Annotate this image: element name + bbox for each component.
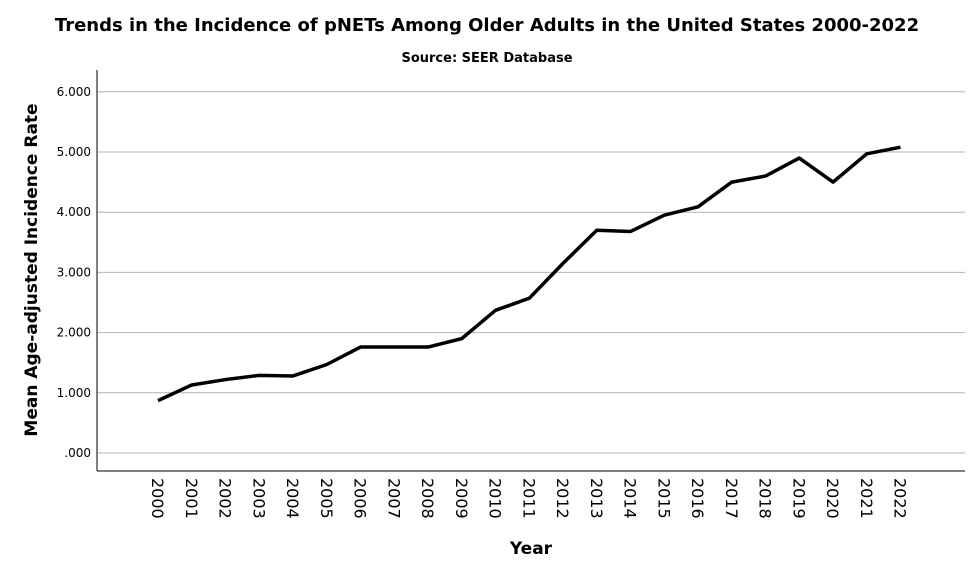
x-tick-label: 2013	[587, 478, 606, 519]
x-tick-label: 2017	[722, 478, 741, 519]
y-tick-label: 6.000	[57, 85, 91, 99]
y-tick-label: .000	[64, 446, 91, 460]
y-tick-label: 5.000	[57, 145, 91, 159]
x-tick-label: 2001	[182, 478, 201, 519]
x-tick-label: 2011	[519, 478, 538, 519]
y-axis-tick-labels: .000 1.000 2.000 3.000 4.000 5.000 6.000	[57, 85, 91, 460]
x-tick-label: 2016	[688, 478, 707, 519]
x-tick-label: 2014	[621, 478, 640, 519]
x-axis-tick-labels: 2000 2001 2002 2003 2004 2005 2006 2007 2008 2009…	[148, 478, 910, 519]
y-axis-label: Mean Age-adjusted Incidence Rate	[22, 103, 42, 436]
chart-subtitle: Source: SEER Database	[401, 51, 572, 66]
x-tick-label: 2018	[756, 478, 775, 519]
gridlines	[97, 91, 965, 454]
x-tick-label: 2006	[351, 478, 370, 519]
x-tick-label: 2000	[148, 478, 167, 519]
x-tick-label: 2019	[789, 478, 808, 519]
x-tick-label: 2003	[249, 478, 268, 519]
x-tick-label: 2012	[553, 478, 572, 519]
x-tick-label: 2015	[654, 478, 673, 519]
x-tick-label: 2021	[857, 478, 876, 519]
x-tick-label: 2004	[283, 478, 302, 519]
y-tick-label: 3.000	[57, 265, 91, 279]
x-tick-label: 2002	[216, 478, 235, 519]
x-tick-label: 2008	[418, 478, 437, 519]
x-tick-label: 2020	[823, 478, 842, 519]
axes	[96, 70, 965, 472]
x-tick-label: 2010	[486, 478, 505, 519]
x-axis-label: Year	[509, 539, 553, 559]
x-tick-label: 2022	[891, 478, 910, 519]
series-line	[157, 145, 901, 403]
y-tick-label: 2.000	[57, 326, 91, 340]
series-layer	[157, 145, 901, 403]
y-tick-label: 1.000	[57, 386, 91, 400]
y-tick-label: 4.000	[57, 205, 91, 219]
chart-title: Trends in the Incidence of pNETs Among O…	[55, 15, 919, 36]
x-tick-label: 2005	[317, 478, 336, 519]
x-tick-label: 2007	[384, 478, 403, 519]
x-tick-label: 2009	[452, 478, 471, 519]
